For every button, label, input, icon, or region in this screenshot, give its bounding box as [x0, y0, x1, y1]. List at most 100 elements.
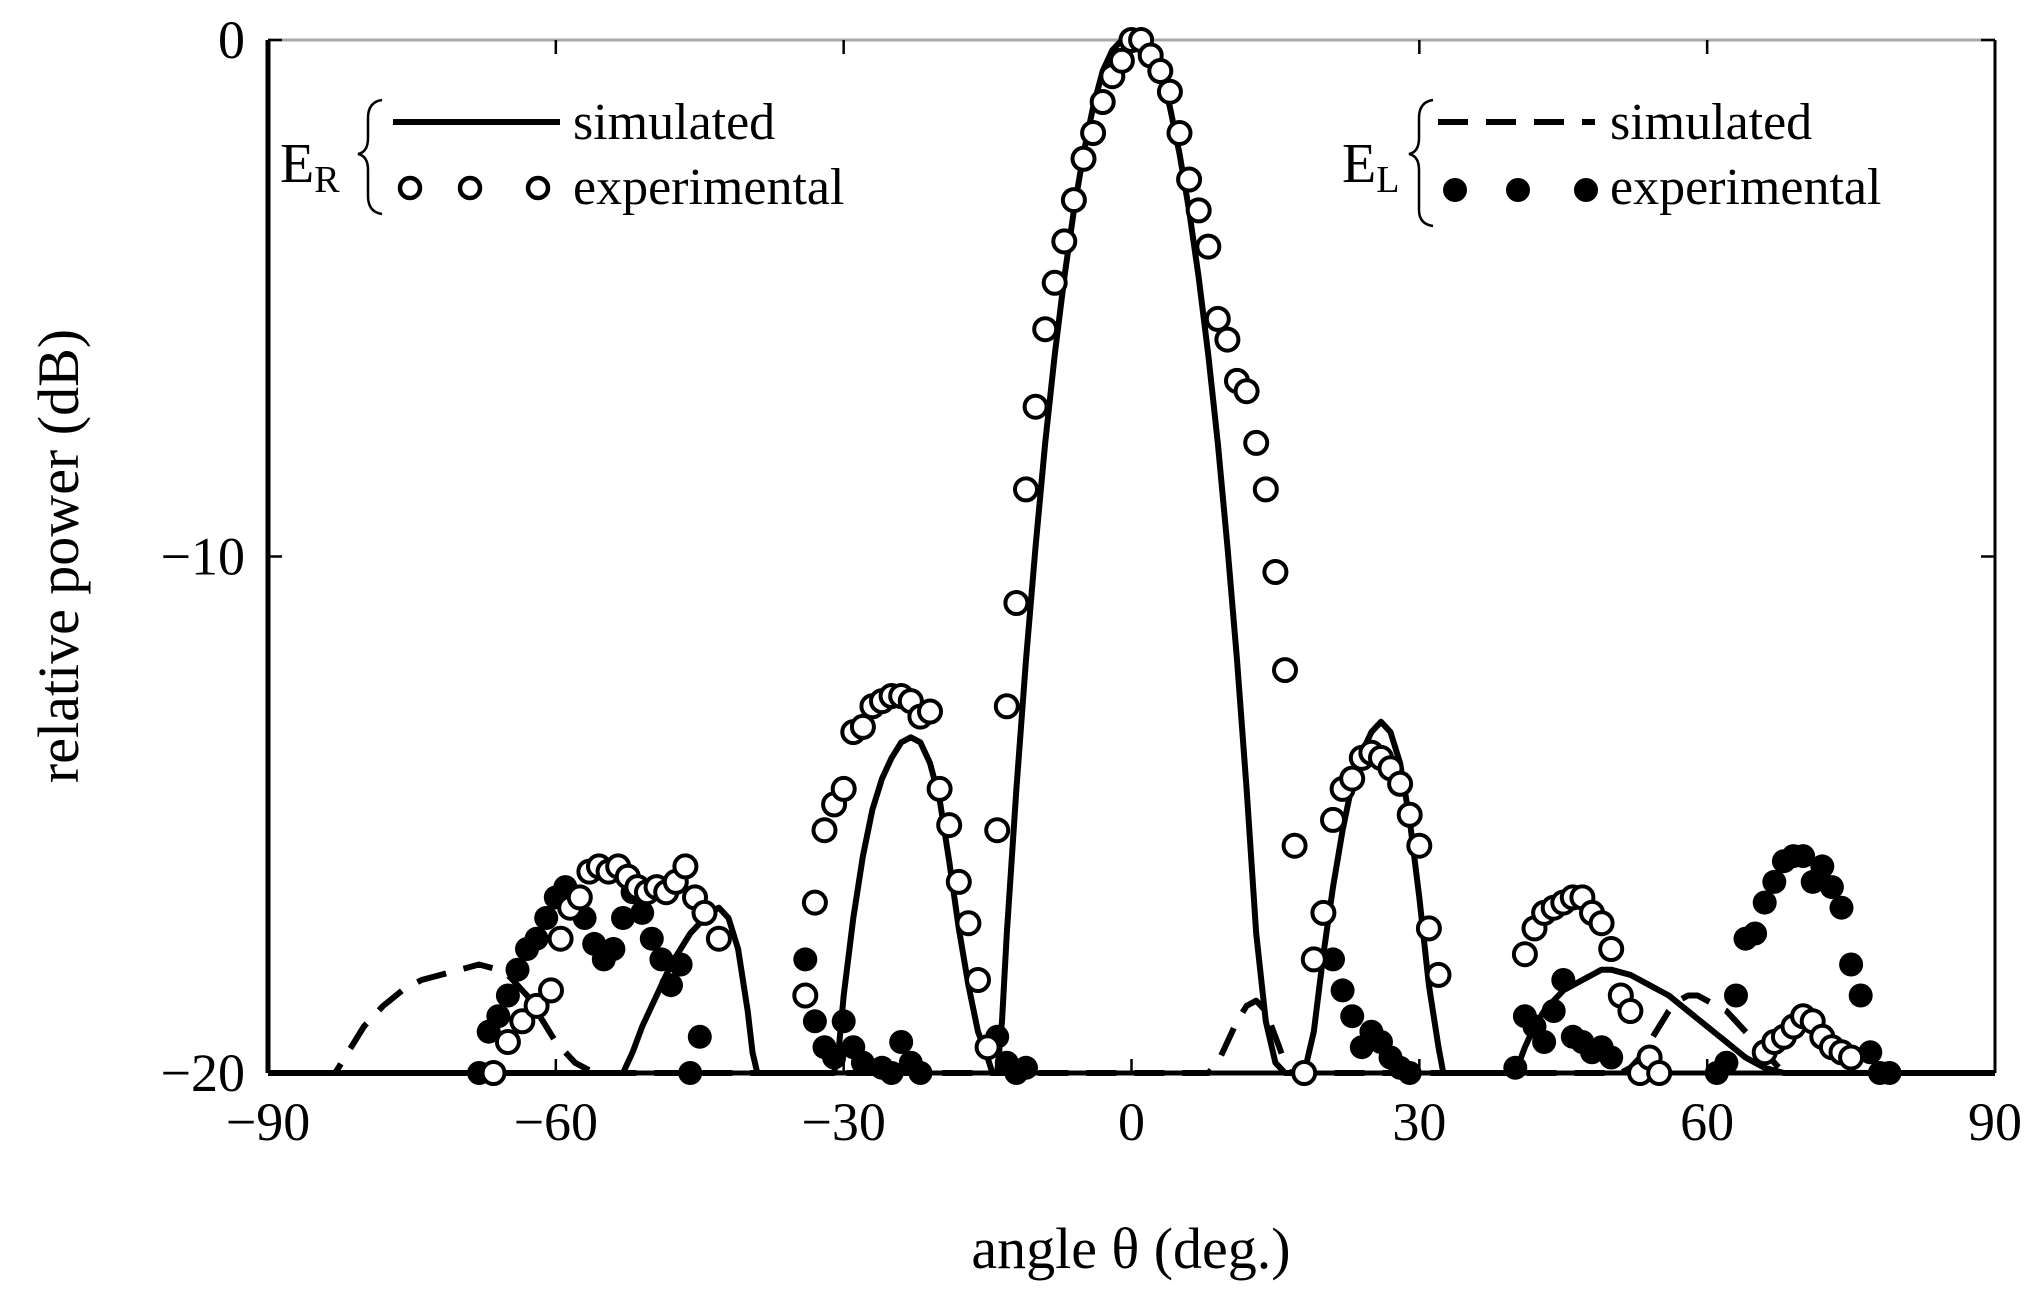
el-experimental-point	[1397, 1061, 1422, 1085]
er-experimental-point	[1051, 228, 1078, 255]
el-experimental-point	[1321, 947, 1345, 972]
el-experimental-point	[1839, 952, 1864, 977]
el-experimental-point	[908, 1061, 933, 1085]
er-experimental-point	[523, 992, 550, 1019]
legend-el-group-label: EL	[1342, 133, 1399, 201]
el-experimental-point	[1819, 875, 1844, 900]
el-experimental-point	[879, 1061, 904, 1085]
er-experimental-point	[1425, 961, 1452, 988]
er-experimental-point	[849, 713, 876, 740]
er-experimental-point	[1080, 120, 1107, 146]
er-experimental-point	[830, 775, 857, 802]
el-simulated-line	[268, 961, 1995, 1076]
er-experimental-point	[1838, 1044, 1865, 1071]
er-experimental-point	[538, 977, 564, 1004]
el-experimental-point	[486, 1004, 511, 1029]
er-experimental-point	[1214, 326, 1241, 353]
legend-er-sim-label: simulated	[573, 94, 775, 151]
el-experimental-point	[822, 1045, 847, 1070]
el-experimental-point	[1724, 983, 1748, 1008]
legend-er-sub: R	[314, 159, 340, 201]
er-experimental-point	[494, 1029, 521, 1055]
x-tick-label: 30	[1392, 1092, 1446, 1152]
er-experimental-point	[672, 853, 699, 880]
y-tick-labels: 0 −10 −20	[161, 10, 245, 1103]
er-experimental-point	[1598, 936, 1625, 962]
legend-el-sub: L	[1376, 159, 1399, 201]
el-experimental-point	[639, 926, 664, 951]
el-experimental-point	[659, 973, 683, 998]
y-tick-label: −10	[161, 527, 245, 587]
legend-el-main: E	[1342, 133, 1376, 195]
x-tick-label: 0	[1118, 1092, 1145, 1152]
er-experimental-point	[965, 967, 991, 993]
er-experimental-point	[955, 910, 982, 937]
er-experimental-point	[1320, 806, 1346, 833]
el-experimental-point	[678, 1061, 703, 1085]
er-experimental-point	[1185, 197, 1212, 224]
el-experimental-point	[1791, 844, 1816, 869]
er-experimental-point	[1272, 657, 1298, 684]
er-experimental-point	[1281, 832, 1308, 859]
er-experimental-point	[1013, 476, 1039, 503]
legend-er-exp-marker	[525, 175, 551, 201]
er-experimental-point	[984, 817, 1011, 844]
er-experimental-point	[1195, 233, 1222, 260]
legend-el-brace	[1408, 98, 1434, 228]
legend-er-exp-marker	[397, 175, 423, 201]
x-tick-label: 90	[1968, 1092, 2022, 1152]
er-experimental-point	[801, 889, 828, 916]
er-experimental-point	[1022, 393, 1049, 420]
legend-el: EL simulated experimental	[1342, 94, 1881, 228]
series-layer	[268, 27, 1995, 1086]
er-experimental-point	[566, 884, 593, 911]
er-experimental-point	[945, 868, 972, 895]
er-experimental-point	[705, 925, 732, 952]
er-experimental-point	[1406, 832, 1433, 859]
el-experimental-point	[668, 952, 693, 977]
el-experimental-point	[1599, 1045, 1624, 1070]
er-experimental-point	[1060, 187, 1087, 214]
el-experimental-point	[1810, 854, 1835, 879]
el-experimental-point	[495, 983, 520, 1008]
er-experimental-point	[1089, 89, 1116, 115]
er-experimental-point	[1156, 78, 1183, 105]
er-experimental-point	[1339, 765, 1366, 792]
el-experimental-point	[611, 906, 635, 930]
er-experimental-point	[691, 899, 718, 926]
el-experimental-point	[1829, 895, 1854, 920]
el-experimental-point	[889, 1030, 914, 1054]
el-experimental-point	[802, 1009, 827, 1034]
el-experimental-point	[1762, 869, 1787, 894]
x-tick-label: −30	[801, 1092, 885, 1152]
er-experimental-point	[1291, 1060, 1318, 1086]
er-experimental-point	[811, 817, 838, 844]
er-experimental-point	[1003, 590, 1030, 616]
el-experimental-point	[1503, 1055, 1528, 1080]
y-axis-label: relative power (dB)	[26, 329, 91, 783]
er-experimental-point	[1646, 1060, 1673, 1086]
legend-er-exp-marker	[457, 175, 483, 201]
er-experimental-point	[1108, 47, 1135, 74]
er-experimental-point	[1233, 378, 1260, 405]
y-tick-label: 0	[218, 10, 245, 70]
el-experimental-point	[831, 1009, 856, 1034]
er-experimental-point	[1147, 58, 1174, 84]
er-experimental-point	[1396, 801, 1423, 828]
el-experimental-point	[1532, 1030, 1557, 1054]
el-experimental-point	[1340, 1004, 1365, 1029]
x-tick-labels: −90 −60 −30 0 30 60 90	[226, 1092, 2022, 1152]
er-experimental-point	[1387, 770, 1414, 797]
er-experimental-point	[1617, 998, 1644, 1024]
er-experimental-point	[1252, 476, 1279, 503]
er-experimental-point	[1204, 305, 1231, 332]
legend-er-brace	[357, 98, 383, 216]
legend-el-exp-label: experimental	[1610, 159, 1881, 216]
el-experimental-point	[1752, 890, 1777, 915]
er-experimental-point	[1588, 910, 1615, 937]
legend-el-exp-marker	[1443, 178, 1467, 202]
er-experimental-point	[993, 693, 1020, 720]
legend-er-exp-label: experimental	[573, 159, 844, 216]
x-tick-label: 60	[1680, 1092, 1734, 1152]
